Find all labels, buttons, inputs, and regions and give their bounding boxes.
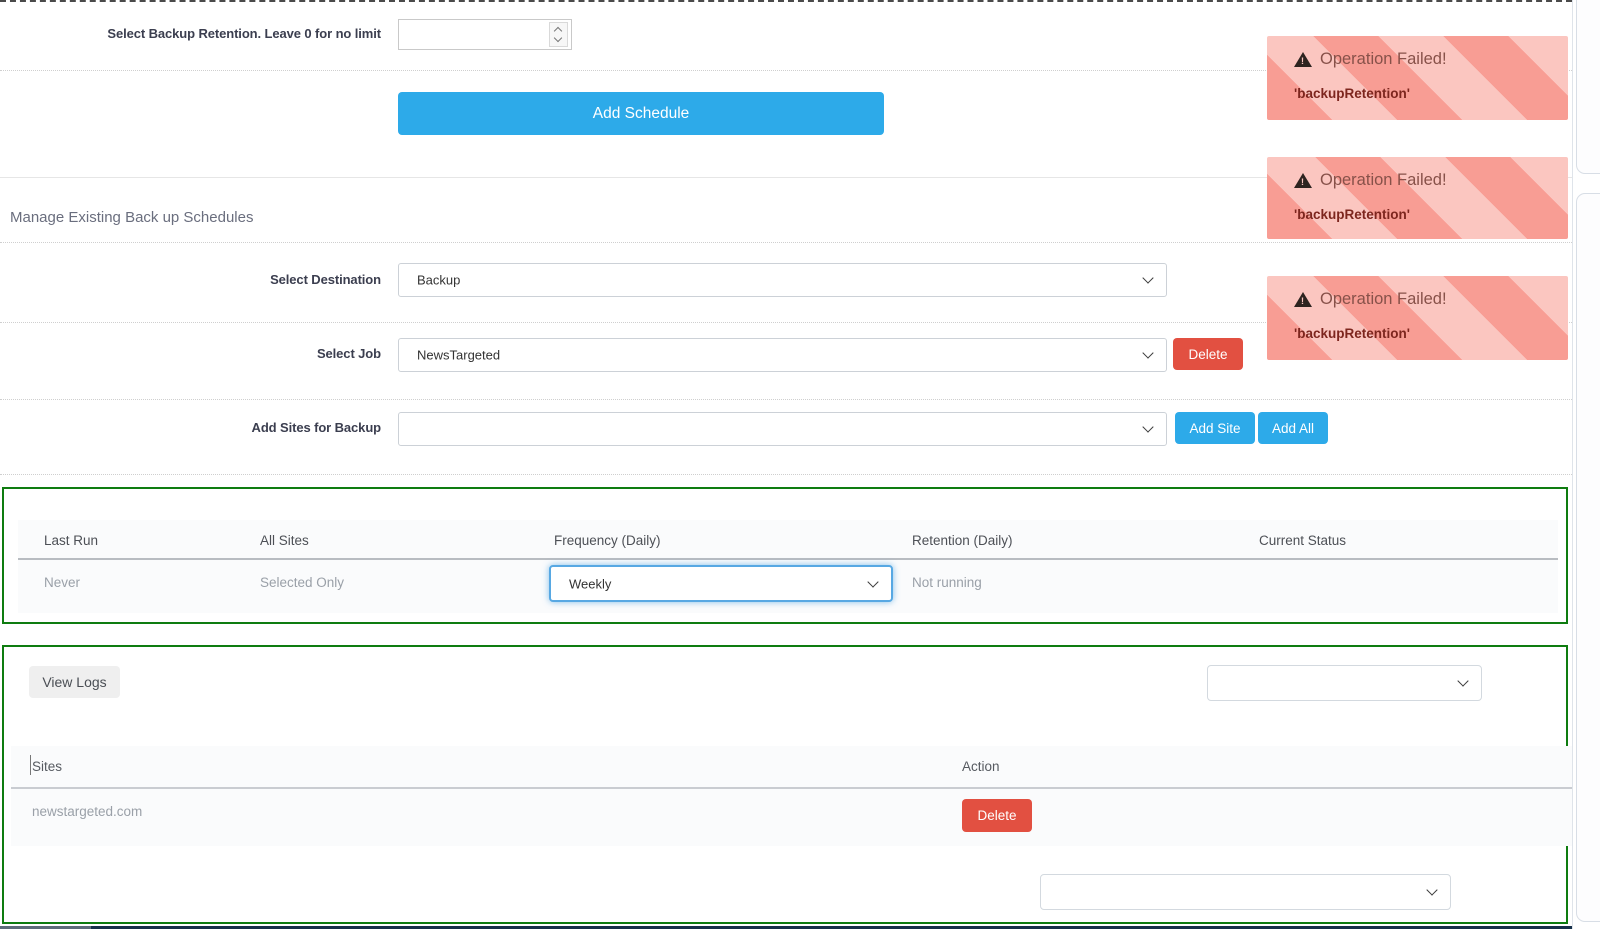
toast-title: Operation Failed! (1293, 171, 1447, 190)
job-select-value: NewsTargeted (417, 347, 501, 363)
logs-filter-select[interactable] (1207, 665, 1482, 701)
chevron-down-icon (1142, 347, 1154, 359)
col-frequency: Frequency (Daily) (554, 533, 661, 548)
add-sites-label: Add Sites for Backup (251, 420, 382, 435)
cell-last-run: Never (44, 575, 81, 590)
warning-triangle-icon (1293, 291, 1313, 308)
footer-bar (91, 926, 1600, 929)
view-logs-button[interactable]: View Logs (29, 666, 120, 698)
scrollbar-track[interactable] (1572, 0, 1600, 929)
retention-label: Select Backup Retention. Leave 0 for no … (107, 26, 381, 41)
add-all-button[interactable]: Add All (1258, 412, 1328, 444)
toast-title: Operation Failed! (1293, 50, 1447, 69)
col-all-sites: All Sites (260, 533, 309, 548)
col-action: Action (962, 759, 1000, 774)
sites-footer-select[interactable] (1040, 874, 1451, 910)
footer-bar-left (0, 926, 91, 929)
chevron-down-icon (1426, 884, 1438, 896)
divider (0, 474, 1572, 475)
sites-table: Sites Action newstargeted.com Delete (11, 746, 1578, 846)
number-stepper-icon[interactable] (549, 22, 568, 47)
top-dashed-divider (0, 0, 1572, 2)
chevron-down-icon (1142, 272, 1154, 284)
col-current-status: Current Status (1259, 533, 1347, 548)
panel-top-border (0, 177, 1572, 178)
toast-message: 'backupRetention' (1294, 207, 1410, 222)
schedule-panel: Last Run All Sites Frequency (Daily) Ret… (2, 487, 1568, 624)
scrollbar-thumb[interactable] (1576, 0, 1600, 174)
chevron-down-icon (1142, 421, 1154, 433)
table-header-divider (18, 558, 1558, 560)
warning-triangle-icon (1293, 51, 1313, 68)
toast-message: 'backupRetention' (1294, 326, 1410, 341)
chevron-down-icon (1457, 675, 1469, 687)
ibeam-cursor (30, 755, 31, 775)
delete-site-button[interactable]: Delete (962, 799, 1032, 832)
job-select[interactable]: NewsTargeted (398, 338, 1167, 372)
destination-select-value: Backup (417, 272, 461, 288)
schedule-table: Last Run All Sites Frequency (Daily) Ret… (18, 520, 1558, 613)
toast-error[interactable]: Operation Failed! 'backupRetention' (1267, 157, 1568, 239)
add-site-button[interactable]: Add Site (1175, 412, 1255, 444)
chevron-down-icon (867, 575, 879, 588)
add-schedule-button[interactable]: Add Schedule (398, 92, 884, 135)
cell-site-name: newstargeted.com (32, 804, 143, 819)
toast-title-text: Operation Failed! (1320, 290, 1447, 308)
toast-message: 'backupRetention' (1294, 86, 1410, 101)
delete-job-button[interactable]: Delete (1173, 338, 1243, 370)
divider (0, 322, 1572, 323)
job-label: Select Job (316, 346, 381, 361)
scrollbar-track-lower[interactable] (1576, 193, 1600, 922)
divider (0, 70, 1572, 71)
toast-title: Operation Failed! (1293, 290, 1447, 309)
col-sites: Sites (32, 759, 63, 774)
col-retention: Retention (Daily) (912, 533, 1013, 548)
toast-title-text: Operation Failed! (1320, 171, 1447, 189)
frequency-select-value: Weekly (569, 576, 612, 591)
divider (0, 399, 1572, 400)
cell-all-sites: Selected Only (260, 575, 345, 590)
toast-title-text: Operation Failed! (1320, 50, 1447, 68)
destination-label: Select Destination (270, 272, 381, 287)
col-last-run: Last Run (44, 533, 99, 548)
warning-triangle-icon (1293, 172, 1313, 189)
destination-select[interactable]: Backup (398, 263, 1167, 297)
table-header-divider (11, 787, 1578, 789)
retention-input[interactable] (398, 19, 572, 50)
divider (0, 242, 1572, 243)
toast-error[interactable]: Operation Failed! 'backupRetention' (1267, 276, 1568, 360)
frequency-select[interactable]: Weekly (549, 565, 893, 602)
toast-error[interactable]: Operation Failed! 'backupRetention' (1267, 36, 1568, 120)
add-sites-select[interactable] (398, 412, 1167, 446)
cell-retention-status: Not running (912, 575, 982, 590)
manage-schedules-heading: Manage Existing Back up Schedules (10, 209, 254, 226)
